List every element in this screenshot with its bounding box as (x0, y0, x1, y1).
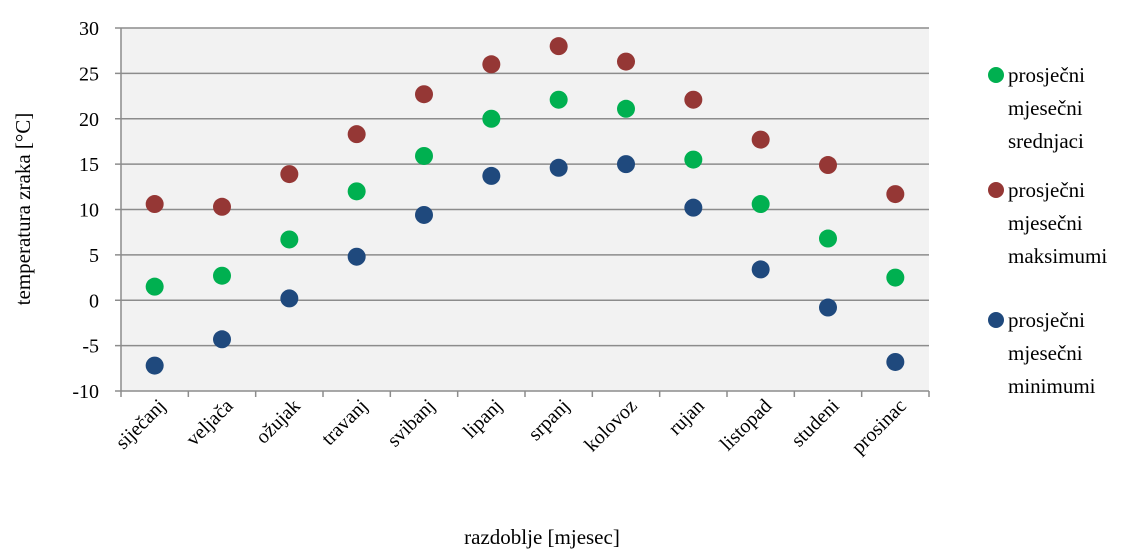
data-point (751, 195, 770, 214)
x-tick-label: srpanj (524, 395, 574, 445)
data-point (213, 266, 231, 285)
legend-label: prosječni (1008, 178, 1085, 202)
data-point (886, 352, 905, 371)
data-point (751, 260, 770, 279)
legend-label: minimumi (1008, 374, 1096, 398)
data-point (280, 289, 299, 308)
x-tick-label: siječanj (111, 395, 170, 454)
legend-label: srednjaci (1008, 129, 1084, 153)
x-axis-title: razdoblje [mjesec] (464, 525, 620, 549)
x-tick-label: prosinac (847, 395, 911, 459)
data-point (145, 277, 164, 296)
data-point (617, 155, 635, 174)
data-point (684, 198, 703, 217)
x-tick-label: listopad (716, 395, 776, 455)
y-tick-label: 30 (79, 18, 99, 40)
data-point (819, 298, 837, 317)
data-point (617, 52, 635, 71)
y-tick-label: 25 (79, 63, 99, 85)
y-tick-label: 15 (79, 154, 99, 176)
data-point (549, 37, 568, 56)
data-point (886, 185, 905, 204)
legend-label: maksimumi (1008, 244, 1107, 268)
x-tick-label: studeni (787, 395, 844, 452)
x-tick-label: veljača (182, 395, 238, 451)
data-point (819, 229, 837, 248)
legend-label: mjesečni (1008, 96, 1083, 120)
y-axis-title: temperatura zraka [°C] (11, 113, 35, 306)
legend-marker (988, 67, 1004, 83)
data-point (482, 166, 501, 185)
y-tick-label: -10 (72, 381, 99, 403)
x-tick-label: lipanj (459, 395, 507, 443)
y-tick-label: 10 (79, 200, 99, 222)
legend-marker (988, 312, 1004, 328)
gridlines (121, 27, 929, 347)
legend-marker (988, 182, 1004, 198)
data-point (819, 156, 837, 175)
data-point (347, 125, 366, 144)
data-point (415, 85, 433, 104)
data-points (145, 37, 905, 375)
data-point (347, 182, 366, 201)
y-tick-label: -5 (82, 336, 99, 358)
y-tick-label: 0 (89, 290, 99, 312)
x-tick-label: rujan (664, 395, 709, 440)
data-point (415, 146, 433, 165)
data-point (213, 197, 231, 216)
data-point (145, 195, 164, 214)
y-axis-tick-labels: -10 -5 0 5 10 15 20 25 30 (72, 18, 99, 403)
data-point (751, 130, 770, 149)
legend-label: prosječni (1008, 63, 1085, 87)
x-tick-label: ožujak (252, 395, 305, 448)
data-point (482, 109, 501, 128)
axes (115, 27, 930, 397)
data-point (280, 165, 299, 184)
y-tick-label: 20 (79, 109, 99, 131)
x-tick-label: svibanj (383, 395, 439, 451)
data-point (684, 90, 703, 109)
data-point (886, 268, 905, 287)
data-point (549, 158, 568, 177)
data-point (684, 150, 703, 169)
data-point (549, 90, 568, 109)
legend-label: mjesečni (1008, 341, 1083, 365)
x-tick-label: travanj (317, 395, 372, 450)
data-point (145, 356, 164, 375)
legend-label: mjesečni (1008, 211, 1083, 235)
legend-label: prosječni (1008, 308, 1085, 332)
data-point (213, 330, 231, 349)
data-point (280, 230, 299, 249)
data-point (482, 55, 501, 74)
x-axis-tick-labels: siječanj veljača ožujak travanj svibanj lipan… (111, 395, 911, 459)
y-tick-label: 5 (89, 245, 99, 267)
data-point (617, 99, 635, 118)
legend: prosječni mjesečni srednjaci prosječni mjese… (988, 63, 1107, 398)
data-point (415, 205, 433, 224)
data-point (347, 247, 366, 266)
x-tick-label: kolovoz (580, 395, 641, 456)
